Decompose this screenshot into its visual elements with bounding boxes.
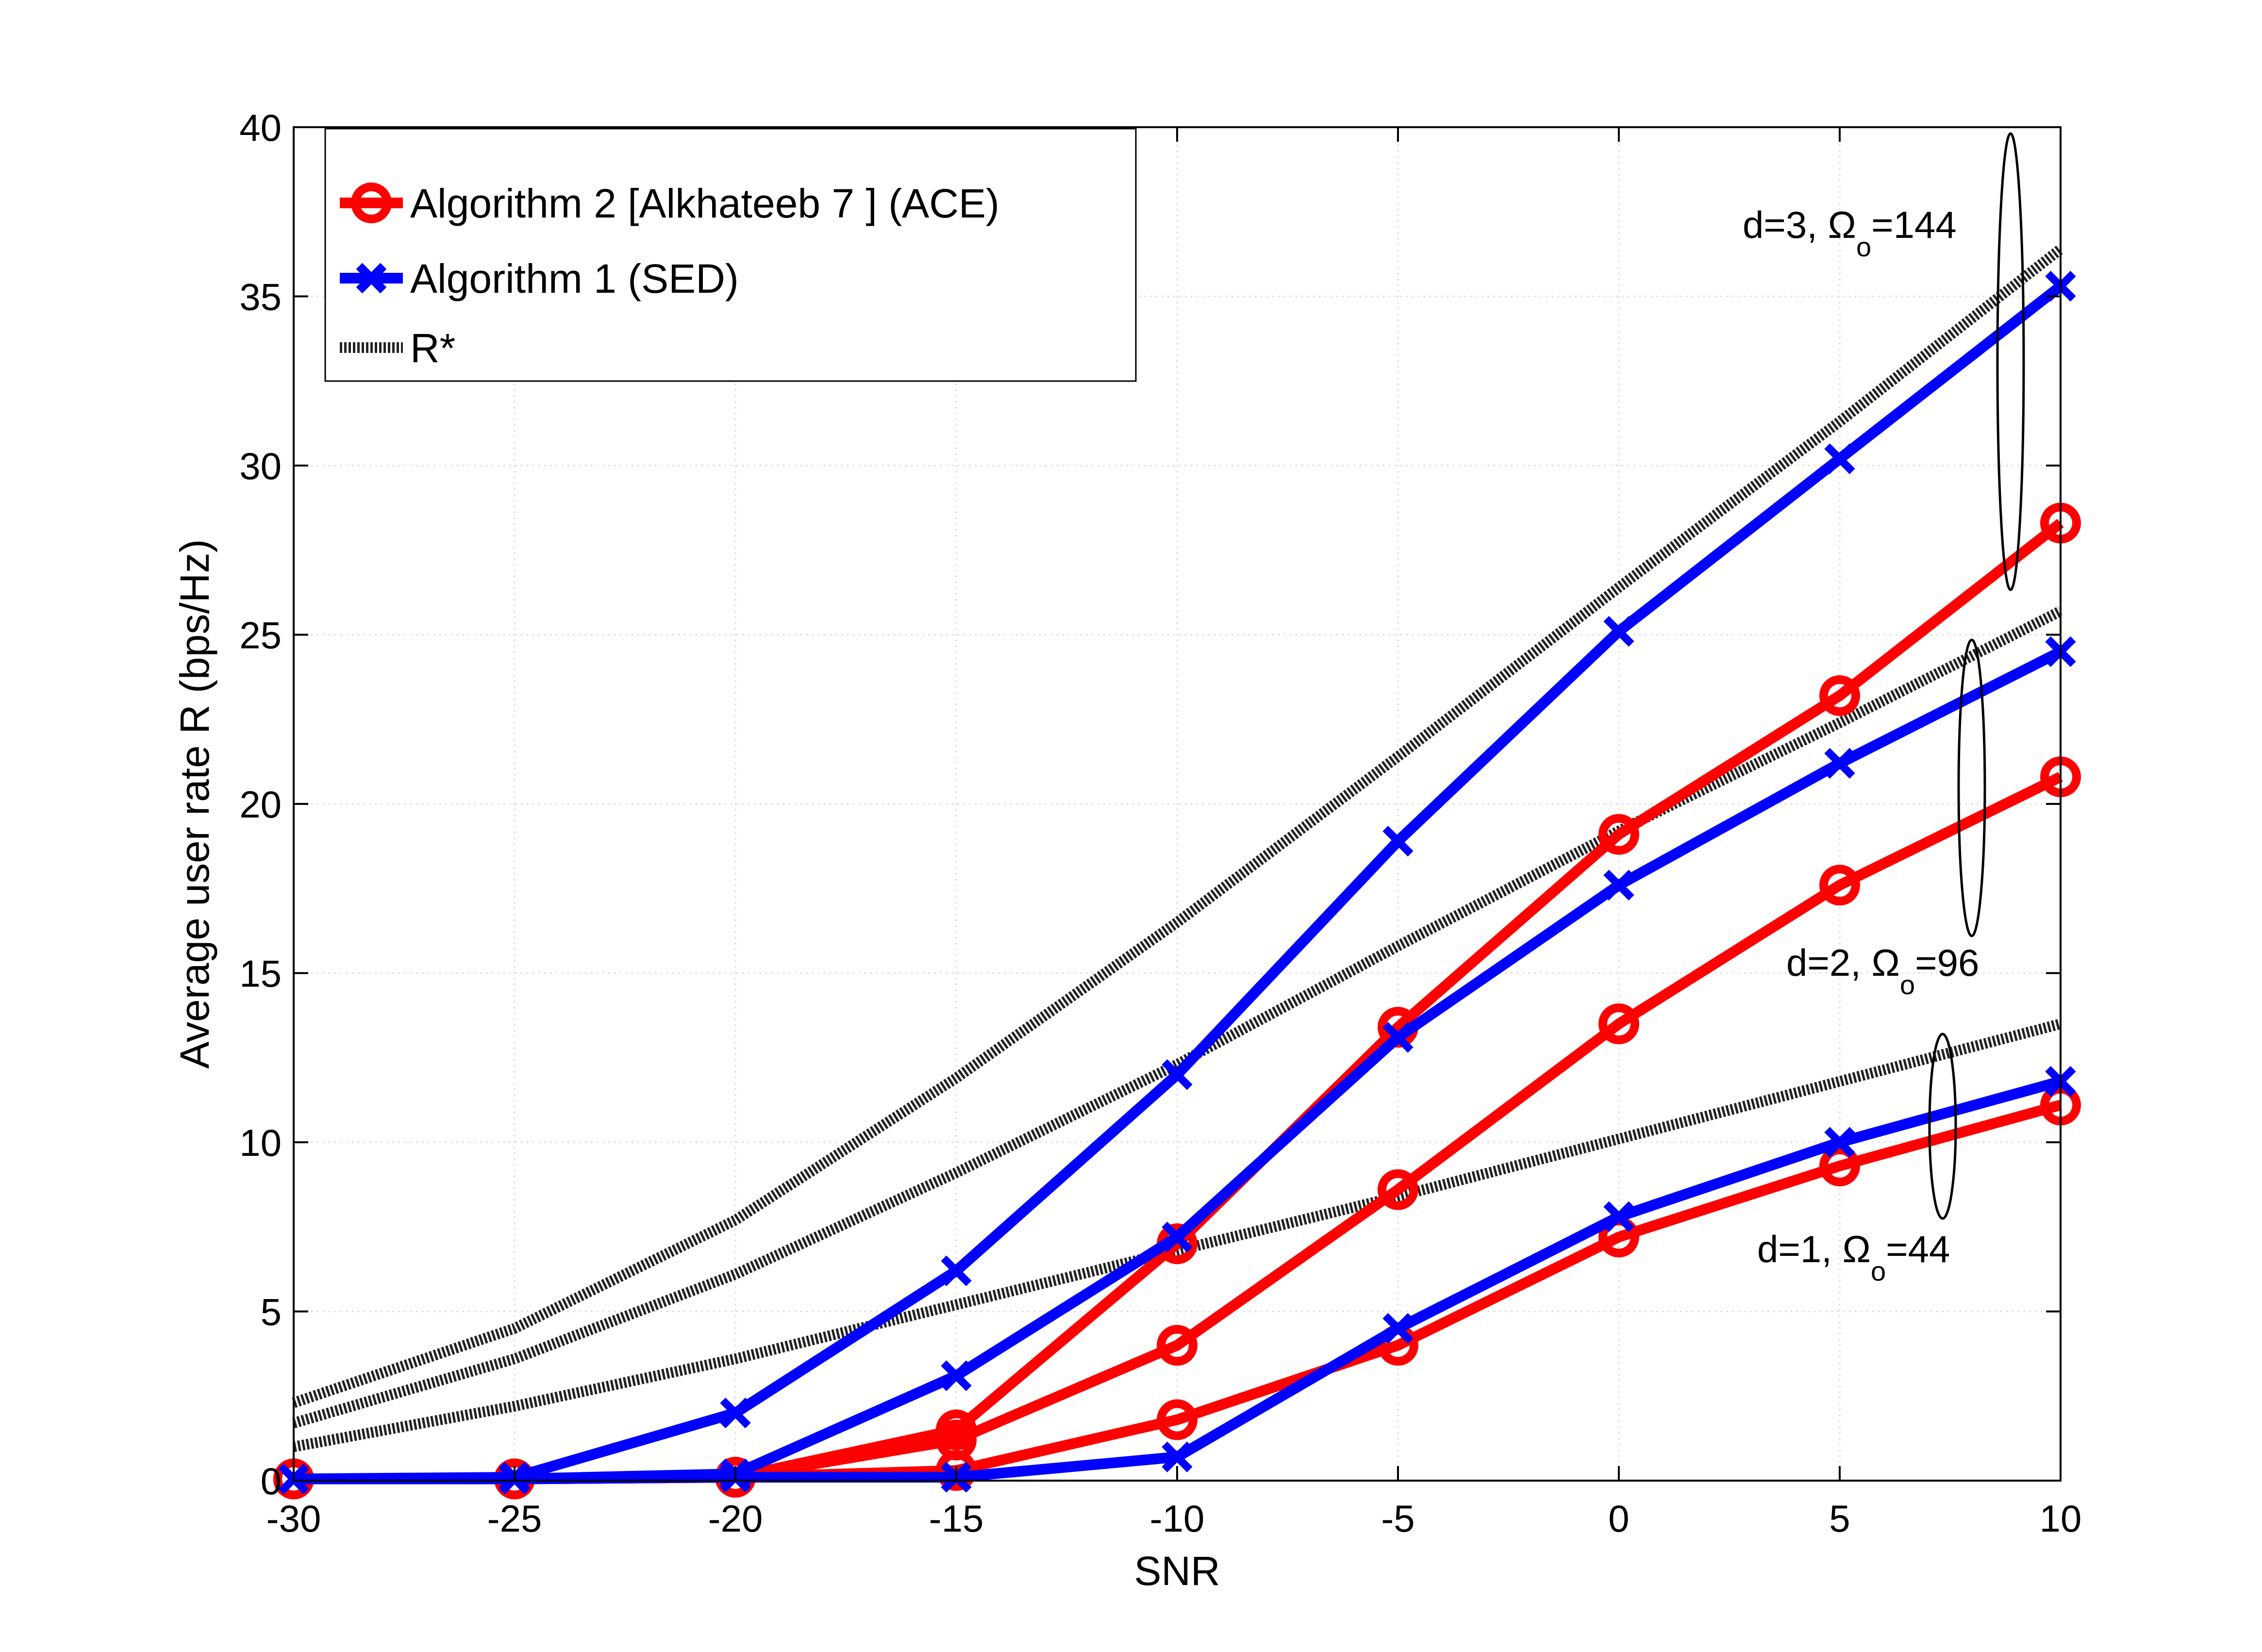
axis-ticks: -30 -25 -20 -15 -10 -5 0 5 10 0 5 10 15 20 25 30 35 40 — [239, 106, 2081, 1540]
x-tick-label: -10 — [1150, 1497, 1205, 1540]
point-ace-d-2 — [1378, 1169, 1418, 1210]
ellipse-d2 — [1957, 638, 1986, 937]
point-sed-d-3 — [1603, 616, 1634, 647]
legend-entry-ace: Algorithm 2 [Alkhateeb 7 ] (ACE) — [340, 181, 999, 226]
x-tick-label: -5 — [1381, 1497, 1414, 1540]
y-tick-label: 40 — [239, 106, 282, 149]
y-tick-label: 0 — [261, 1460, 282, 1502]
legend-box — [324, 128, 1137, 382]
point-sed-d-3 — [1824, 443, 1855, 474]
point-sed-d-3 — [720, 1397, 751, 1429]
annotation-d3: d=3, Ωo=144 — [1743, 203, 1957, 262]
legend-marker-x-icon — [356, 263, 387, 294]
series-line-ace-d-2 — [294, 772, 2063, 1485]
legend-label-sed: Algorithm 1 (SED) — [410, 256, 739, 301]
legend-entry-sed: Algorithm 1 (SED) — [340, 256, 739, 301]
y-tick-label: 10 — [239, 1121, 282, 1164]
point-ace-d-2 — [1819, 865, 1860, 906]
annotation-d1: d=1, Ωo=44 — [1757, 1228, 1950, 1286]
point-ace-d-2 — [1157, 1325, 1198, 1366]
point-sed-d-1 — [1382, 1313, 1414, 1344]
point-sed-d-3 — [1162, 1059, 1193, 1090]
point-sed-d-2 — [1382, 1022, 1414, 1053]
y-tick-label: 15 — [239, 952, 282, 995]
series-line-rstar-d-3 — [292, 245, 2064, 1408]
y-tick-label: 20 — [239, 783, 282, 826]
y-tick-label: 5 — [261, 1291, 282, 1334]
ellipse-d3 — [1996, 132, 2025, 591]
point-ace-d-2 — [1598, 1003, 1639, 1045]
legend: Algorithm 2 [Alkhateeb 7 ] (ACE) Algorit… — [324, 128, 1137, 382]
x-tick-label: -15 — [929, 1497, 984, 1540]
point-ace-d-1 — [1157, 1399, 1198, 1440]
y-tick-label: 25 — [239, 614, 282, 657]
series-sed-d-1 — [278, 1066, 2076, 1495]
x-tick-label: 5 — [1829, 1497, 1850, 1540]
point-sed-d-2 — [941, 1360, 972, 1391]
legend-marker-circle-icon — [351, 183, 392, 223]
point-sed-d-3 — [941, 1255, 972, 1286]
point-sed-d-1 — [1603, 1201, 1634, 1232]
series-sed-d-3 — [278, 270, 2076, 1495]
point-ace-d-3 — [1819, 675, 1860, 716]
point-sed-d-2 — [1603, 869, 1634, 901]
point-sed-d-2 — [1824, 748, 1855, 779]
point-ace-d-3 — [1598, 814, 1639, 855]
legend-label-rstar: R* — [410, 325, 455, 371]
series-ace-d-2 — [273, 756, 2081, 1500]
series-rstar-d-3 — [292, 245, 2064, 1408]
point-sed-d-1 — [1824, 1127, 1855, 1158]
x-tick-label: 10 — [2040, 1497, 2082, 1540]
annotation-d2: d=2, Ωo=96 — [1786, 941, 1979, 1000]
y-axis-title: Average user rate R (bps/Hz) — [172, 539, 217, 1069]
point-sed-d-1 — [1162, 1441, 1193, 1472]
legend-label-ace: Algorithm 2 [Alkhateeb 7 ] (ACE) — [410, 181, 999, 226]
x-tick-label: 0 — [1608, 1497, 1629, 1540]
x-tick-label: -30 — [266, 1497, 321, 1540]
x-tick-label: -20 — [708, 1497, 763, 1540]
y-tick-label: 30 — [239, 445, 282, 487]
series-layer — [273, 245, 2081, 1500]
legend-entry-rstar: R* — [340, 325, 455, 371]
point-sed-d-2 — [1162, 1221, 1193, 1252]
point-sed-d-3 — [1382, 826, 1414, 857]
point-ace-d-1 — [1819, 1145, 1860, 1186]
y-tick-label: 35 — [239, 276, 282, 318]
x-tick-label: -25 — [487, 1497, 542, 1540]
x-axis-title: SNR — [1134, 1548, 1220, 1594]
ellipse-d1 — [1928, 1033, 1957, 1220]
